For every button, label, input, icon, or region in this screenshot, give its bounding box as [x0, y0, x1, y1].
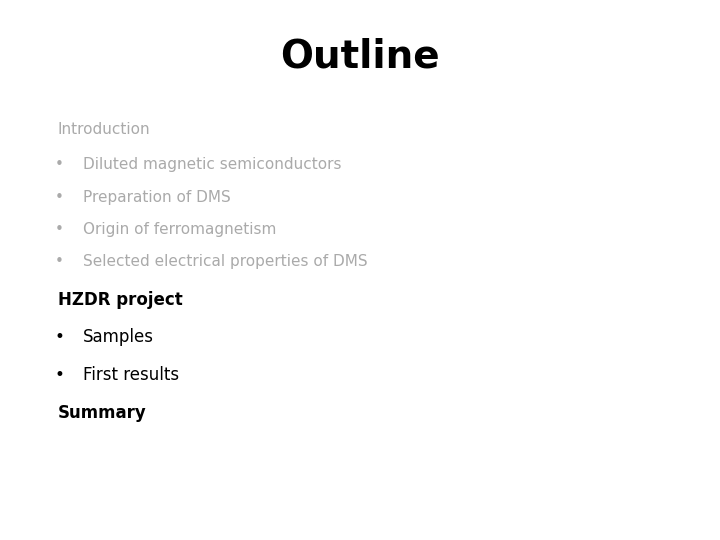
Text: Origin of ferromagnetism: Origin of ferromagnetism: [83, 222, 276, 237]
Text: Outline: Outline: [280, 38, 440, 76]
Text: Diluted magnetic semiconductors: Diluted magnetic semiconductors: [83, 157, 341, 172]
Text: Introduction: Introduction: [58, 122, 150, 137]
Text: •: •: [55, 222, 63, 237]
Text: First results: First results: [83, 366, 179, 384]
Text: Preparation of DMS: Preparation of DMS: [83, 190, 230, 205]
Text: •: •: [54, 328, 64, 347]
Text: Selected electrical properties of DMS: Selected electrical properties of DMS: [83, 254, 367, 269]
Text: Samples: Samples: [83, 328, 154, 347]
Text: •: •: [55, 157, 63, 172]
Text: •: •: [55, 254, 63, 269]
Text: •: •: [55, 190, 63, 205]
Text: HZDR project: HZDR project: [58, 291, 182, 309]
Text: •: •: [54, 366, 64, 384]
Text: Summary: Summary: [58, 404, 146, 422]
